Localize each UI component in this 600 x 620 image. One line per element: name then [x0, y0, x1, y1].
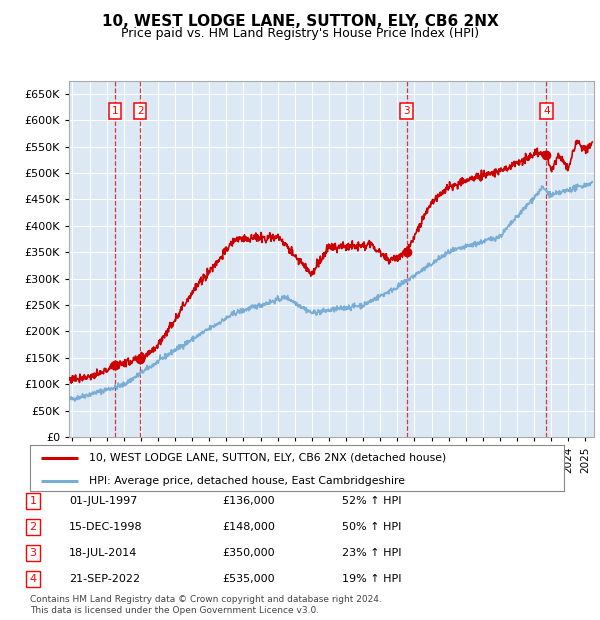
- Text: 52% ↑ HPI: 52% ↑ HPI: [342, 496, 401, 506]
- Text: 1: 1: [29, 496, 37, 506]
- Text: Contains HM Land Registry data © Crown copyright and database right 2024.: Contains HM Land Registry data © Crown c…: [30, 595, 382, 604]
- Text: 15-DEC-1998: 15-DEC-1998: [69, 522, 143, 532]
- Text: Price paid vs. HM Land Registry's House Price Index (HPI): Price paid vs. HM Land Registry's House …: [121, 27, 479, 40]
- Text: 1: 1: [112, 106, 118, 116]
- Text: 3: 3: [29, 548, 37, 558]
- Text: 2: 2: [29, 522, 37, 532]
- Text: 2: 2: [137, 106, 143, 116]
- Text: 10, WEST LODGE LANE, SUTTON, ELY, CB6 2NX (detached house): 10, WEST LODGE LANE, SUTTON, ELY, CB6 2N…: [89, 453, 446, 463]
- Text: This data is licensed under the Open Government Licence v3.0.: This data is licensed under the Open Gov…: [30, 606, 319, 615]
- Text: 4: 4: [29, 574, 37, 584]
- Text: 23% ↑ HPI: 23% ↑ HPI: [342, 548, 401, 558]
- Text: £148,000: £148,000: [222, 522, 275, 532]
- Text: 4: 4: [543, 106, 550, 116]
- Text: £350,000: £350,000: [222, 548, 275, 558]
- Text: £136,000: £136,000: [222, 496, 275, 506]
- Text: 50% ↑ HPI: 50% ↑ HPI: [342, 522, 401, 532]
- Text: 19% ↑ HPI: 19% ↑ HPI: [342, 574, 401, 584]
- Text: 10, WEST LODGE LANE, SUTTON, ELY, CB6 2NX: 10, WEST LODGE LANE, SUTTON, ELY, CB6 2N…: [101, 14, 499, 29]
- Text: 01-JUL-1997: 01-JUL-1997: [69, 496, 137, 506]
- Text: 21-SEP-2022: 21-SEP-2022: [69, 574, 140, 584]
- Text: HPI: Average price, detached house, East Cambridgeshire: HPI: Average price, detached house, East…: [89, 476, 405, 486]
- Text: 3: 3: [403, 106, 410, 116]
- Text: 18-JUL-2014: 18-JUL-2014: [69, 548, 137, 558]
- Text: £535,000: £535,000: [222, 574, 275, 584]
